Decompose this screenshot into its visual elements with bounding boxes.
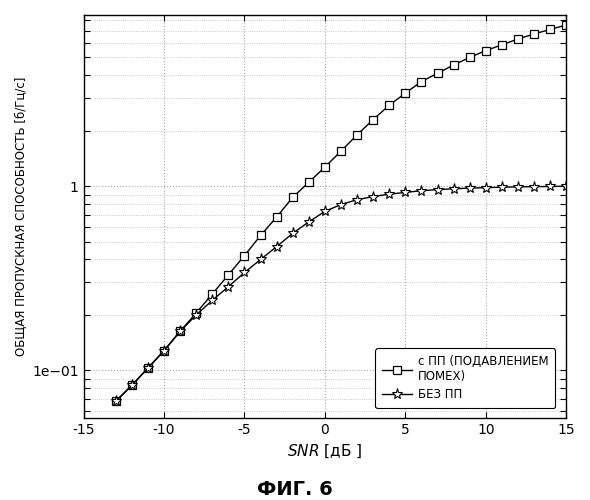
Text: ФИГ. 6: ФИГ. 6 xyxy=(257,480,333,499)
БЕЗ ПП xyxy=(193,312,200,318)
с ПП (ПОДАВЛЕНИЕМ
ПОМЕХ) xyxy=(514,36,522,42)
БЕЗ ПП xyxy=(482,184,489,190)
Legend: с ПП (ПОДАВЛЕНИЕМ
ПОМЕХ), БЕЗ ПП: с ПП (ПОДАВЛЕНИЕМ ПОМЕХ), БЕЗ ПП xyxy=(375,348,555,408)
БЕЗ ПП xyxy=(402,190,409,196)
БЕЗ ПП xyxy=(145,365,152,371)
Line: БЕЗ ПП: БЕЗ ПП xyxy=(110,180,572,407)
с ПП (ПОДАВЛЕНИЕМ
ПОМЕХ) xyxy=(369,116,376,122)
БЕЗ ПП xyxy=(563,183,570,189)
с ПП (ПОДАВЛЕНИЕМ
ПОМЕХ) xyxy=(466,54,473,60)
с ПП (ПОДАВЛЕНИЕМ
ПОМЕХ) xyxy=(450,62,457,68)
БЕЗ ПП xyxy=(225,284,232,290)
БЕЗ ПП xyxy=(160,348,168,354)
с ПП (ПОДАВЛЕНИЕМ
ПОМЕХ) xyxy=(499,42,506,48)
с ПП (ПОДАВЛЕНИЕМ
ПОМЕХ) xyxy=(209,291,216,297)
с ПП (ПОДАВЛЕНИЕМ
ПОМЕХ) xyxy=(530,31,537,37)
БЕЗ ПП xyxy=(386,191,393,197)
БЕЗ ПП xyxy=(434,186,441,192)
с ПП (ПОДАВЛЕНИЕМ
ПОМЕХ) xyxy=(563,22,570,28)
с ПП (ПОДАВЛЕНИЕМ
ПОМЕХ) xyxy=(145,365,152,371)
БЕЗ ПП xyxy=(273,244,280,250)
с ПП (ПОДАВЛЕНИЕМ
ПОМЕХ) xyxy=(160,348,168,354)
с ПП (ПОДАВЛЕНИЕМ
ПОМЕХ) xyxy=(289,194,296,200)
БЕЗ ПП xyxy=(209,298,216,304)
Y-axis label: ОБЩАЯ ПРОПУСКНАЯ СПОСОБНОСТЬ [б/Гц/с]: ОБЩАЯ ПРОПУСКНАЯ СПОСОБНОСТЬ [б/Гц/с] xyxy=(15,77,28,356)
с ПП (ПОДАВЛЕНИЕМ
ПОМЕХ) xyxy=(386,102,393,108)
БЕЗ ПП xyxy=(257,256,264,262)
с ПП (ПОДАВЛЕНИЕМ
ПОМЕХ) xyxy=(322,164,329,170)
БЕЗ ПП xyxy=(322,208,329,214)
с ПП (ПОДАВЛЕНИЕМ
ПОМЕХ) xyxy=(353,132,360,138)
с ПП (ПОДАВЛЕНИЕМ
ПОМЕХ) xyxy=(546,26,553,32)
БЕЗ ПП xyxy=(450,186,457,192)
с ПП (ПОДАВЛЕНИЕМ
ПОМЕХ) xyxy=(402,90,409,96)
с ПП (ПОДАВЛЕНИЕМ
ПОМЕХ) xyxy=(225,272,232,278)
с ПП (ПОДАВЛЕНИЕМ
ПОМЕХ) xyxy=(434,70,441,76)
с ПП (ПОДАВЛЕНИЕМ
ПОМЕХ) xyxy=(129,382,136,388)
БЕЗ ПП xyxy=(418,188,425,194)
с ПП (ПОДАВЛЕНИЕМ
ПОМЕХ) xyxy=(482,48,489,54)
X-axis label: $\mathit{SNR}$ [дБ ]: $\mathit{SNR}$ [дБ ] xyxy=(287,442,362,460)
с ПП (ПОДАВЛЕНИЕМ
ПОМЕХ) xyxy=(337,148,345,154)
с ПП (ПОДАВЛЕНИЕМ
ПОМЕХ) xyxy=(305,180,312,186)
с ПП (ПОДАВЛЕНИЕМ
ПОМЕХ) xyxy=(176,328,183,334)
с ПП (ПОДАВЛЕНИЕМ
ПОМЕХ) xyxy=(112,398,119,404)
Line: с ПП (ПОДАВЛЕНИЕМ
ПОМЕХ): с ПП (ПОДАВЛЕНИЕМ ПОМЕХ) xyxy=(112,21,570,405)
с ПП (ПОДАВЛЕНИЕМ
ПОМЕХ) xyxy=(193,310,200,316)
БЕЗ ПП xyxy=(176,328,183,334)
БЕЗ ПП xyxy=(466,185,473,191)
с ПП (ПОДАВЛЕНИЕМ
ПОМЕХ) xyxy=(273,214,280,220)
БЕЗ ПП xyxy=(353,196,360,202)
с ПП (ПОДАВЛЕНИЕМ
ПОМЕХ) xyxy=(241,252,248,258)
БЕЗ ПП xyxy=(499,184,506,190)
БЕЗ ПП xyxy=(337,202,345,207)
БЕЗ ПП xyxy=(369,194,376,200)
БЕЗ ПП xyxy=(112,398,119,404)
БЕЗ ПП xyxy=(289,230,296,236)
БЕЗ ПП xyxy=(546,184,553,190)
БЕЗ ПП xyxy=(530,184,537,190)
БЕЗ ПП xyxy=(241,270,248,276)
с ПП (ПОДАВЛЕНИЕМ
ПОМЕХ) xyxy=(257,232,264,238)
БЕЗ ПП xyxy=(514,184,522,190)
БЕЗ ПП xyxy=(129,382,136,388)
БЕЗ ПП xyxy=(305,219,312,225)
с ПП (ПОДАВЛЕНИЕМ
ПОМЕХ) xyxy=(418,78,425,84)
